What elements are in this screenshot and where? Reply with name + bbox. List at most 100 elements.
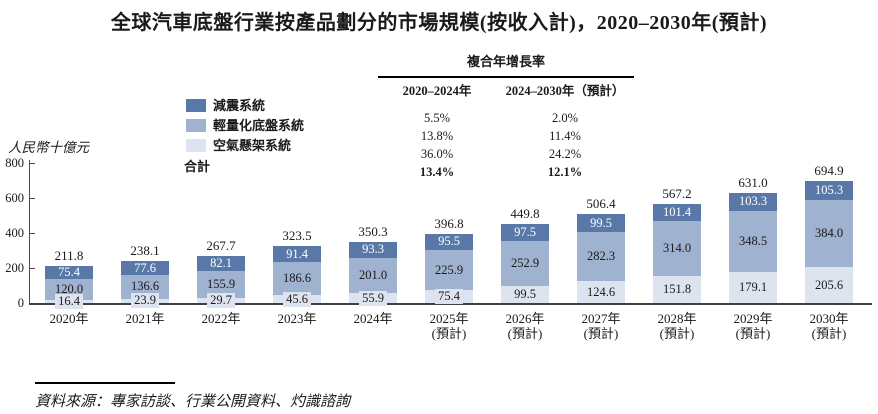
y-tick-mark xyxy=(30,163,35,164)
x-axis-year: 2023年 xyxy=(277,311,317,326)
bar-value-label: 103.3 xyxy=(738,194,768,209)
bar-value-label: 120.0 xyxy=(54,282,84,297)
cagr-value: 11.4% xyxy=(549,128,581,143)
source-note: 資料來源：專家訪談、行業公開資料、灼識諮詢 xyxy=(35,394,351,410)
bar-segment-air-suspension-system: 179.1 xyxy=(729,271,777,303)
x-axis-year: 2027年 xyxy=(581,311,621,326)
cagr-value: 13.8% xyxy=(420,128,454,143)
x-axis-year: 2022年 xyxy=(201,311,241,326)
bar-segment-damping-system: 103.3 xyxy=(729,192,777,211)
cagr-value: 24.2% xyxy=(548,146,582,161)
bar-total-label: 238.1 xyxy=(130,243,160,259)
bar-segment-air-suspension-system: 23.9 xyxy=(121,293,169,309)
bar-value-label: 55.9 xyxy=(359,290,387,306)
x-axis-label: 2020年 xyxy=(31,311,107,326)
bar-segment-lightweight-chassis-system: 314.0 xyxy=(653,221,701,277)
legend-swatch-air-suspension-system xyxy=(186,139,206,152)
bar-value-label: 282.3 xyxy=(586,248,616,263)
bar-value-label: 155.9 xyxy=(206,276,236,291)
x-axis-label: 2027年 (預計) xyxy=(563,311,639,341)
bar-total-label: 323.5 xyxy=(282,228,312,244)
x-axis-forecast-note: (預計) xyxy=(735,326,771,341)
bar-segment-damping-system: 82.1 xyxy=(197,255,245,271)
x-axis-year: 2030年 xyxy=(809,311,849,326)
bar-segment-lightweight-chassis-system: 186.6 xyxy=(273,262,321,295)
cagr-value: 5.5% xyxy=(423,110,451,125)
cagr-row: 13.4% 12.1% xyxy=(378,163,634,181)
bar-value-label: 151.8 xyxy=(659,282,695,298)
cagr-column-header-2020-2024: 2020–2024年 xyxy=(402,84,472,98)
y-axis-unit-label: 人民幣十億元 xyxy=(8,140,89,155)
bar-value-label: 99.5 xyxy=(590,215,612,230)
legend-item-lightweight-chassis-system: 輕量化底盤系統 xyxy=(186,119,304,132)
bar-total-label: 631.0 xyxy=(738,174,768,190)
bar-segment-lightweight-chassis-system: 282.3 xyxy=(577,231,625,282)
cagr-column-header-2024-2030: 2024–2030年（預計） xyxy=(505,84,625,98)
bar-value-label: 179.1 xyxy=(735,279,771,295)
cagr-table-title: 複合年增長率 xyxy=(378,54,634,78)
bar-segment-air-suspension-system: 29.7 xyxy=(197,292,245,308)
bar-value-label: 45.6 xyxy=(283,291,311,307)
bar-segment-air-suspension-system: 124.6 xyxy=(577,281,625,303)
cagr-table: 複合年增長率 2020–2024年 2024–2030年（預計） 5.5% 2.0… xyxy=(378,54,634,181)
x-axis-label: 2026年 (預計) xyxy=(487,311,563,341)
bar-value-label: 29.7 xyxy=(207,292,235,308)
y-tick-label: 400 xyxy=(5,226,24,240)
bar-value-label: 201.0 xyxy=(358,268,388,283)
bar-segment-damping-system: 101.4 xyxy=(653,203,701,222)
bar-value-label: 77.6 xyxy=(134,260,156,275)
bar-segment-air-suspension-system: 205.6 xyxy=(805,267,853,303)
bar-segment-damping-system: 99.5 xyxy=(577,214,625,232)
x-axis-label: 2022年 xyxy=(183,311,259,326)
cagr-value: 12.1% xyxy=(547,164,583,179)
bar-segment-damping-system: 93.3 xyxy=(349,241,397,259)
bar-segment-damping-system: 95.5 xyxy=(425,233,473,251)
x-axis-year: 2029年 xyxy=(733,311,773,326)
bar-value-label: 252.9 xyxy=(510,255,540,270)
y-axis-line xyxy=(29,160,30,303)
source-divider xyxy=(35,382,175,384)
bar-value-label: 23.9 xyxy=(131,293,159,309)
x-axis-year: 2028年 xyxy=(657,311,697,326)
legend-swatch-damping-system xyxy=(186,99,206,112)
legend-label: 輕量化底盤系統 xyxy=(213,118,305,133)
bar-segment-air-suspension-system: 45.6 xyxy=(273,291,321,307)
y-tick-label: 0 xyxy=(17,296,24,310)
bar-value-label: 82.1 xyxy=(210,255,232,270)
bar-segment-air-suspension-system: 99.5 xyxy=(501,285,549,303)
x-axis-forecast-note: (預計) xyxy=(507,326,543,341)
x-axis-label: 2021年 xyxy=(107,311,183,326)
bar-segment-lightweight-chassis-system: 384.0 xyxy=(805,199,853,267)
bar-total-label: 506.4 xyxy=(586,196,616,212)
legend-label: 空氣懸架系統 xyxy=(213,138,292,153)
bar-segment-lightweight-chassis-system: 348.5 xyxy=(729,210,777,272)
legend-item-air-suspension-system: 空氣懸架系統 xyxy=(186,139,304,152)
cagr-value: 2.0% xyxy=(551,110,579,125)
bar-segment-lightweight-chassis-system: 252.9 xyxy=(501,241,549,286)
legend: 減震系統 輕量化底盤系統 空氣懸架系統 xyxy=(186,99,304,159)
bar-total-label: 350.3 xyxy=(358,223,388,239)
y-tick-label: 200 xyxy=(5,261,24,275)
bar-value-label: 348.5 xyxy=(738,233,768,248)
cagr-table-headers: 2020–2024年 2024–2030年（預計） xyxy=(378,83,634,99)
bar-segment-damping-system: 77.6 xyxy=(121,261,169,275)
bar-total-label: 449.8 xyxy=(510,206,540,222)
cagr-table-values: 5.5% 2.0% 13.8% 11.4% 36.0% 24.2% 13.4% 12.1% xyxy=(378,109,634,181)
bar-value-label: 225.9 xyxy=(434,262,464,277)
x-axis-year: 2021年 xyxy=(125,311,165,326)
figure-title: 全球汽車底盤行業按產品劃分的市場規模(按收入計)，2020–2030年(預計) xyxy=(110,12,768,34)
x-axis-label: 2023年 xyxy=(259,311,335,326)
bar-value-label: 205.6 xyxy=(811,277,847,293)
x-axis-year: 2024年 xyxy=(353,311,393,326)
bar-value-label: 314.0 xyxy=(662,241,692,256)
bar-value-label: 105.3 xyxy=(814,183,844,198)
cagr-value: 13.4% xyxy=(419,164,455,179)
bar-value-label: 101.4 xyxy=(662,205,692,220)
x-axis-year: 2020年 xyxy=(49,311,89,326)
legend-swatch-lightweight-chassis-system xyxy=(186,119,206,132)
y-tick-mark xyxy=(30,233,35,234)
bar-value-label: 384.0 xyxy=(814,225,844,240)
bar-value-label: 136.6 xyxy=(130,279,160,294)
